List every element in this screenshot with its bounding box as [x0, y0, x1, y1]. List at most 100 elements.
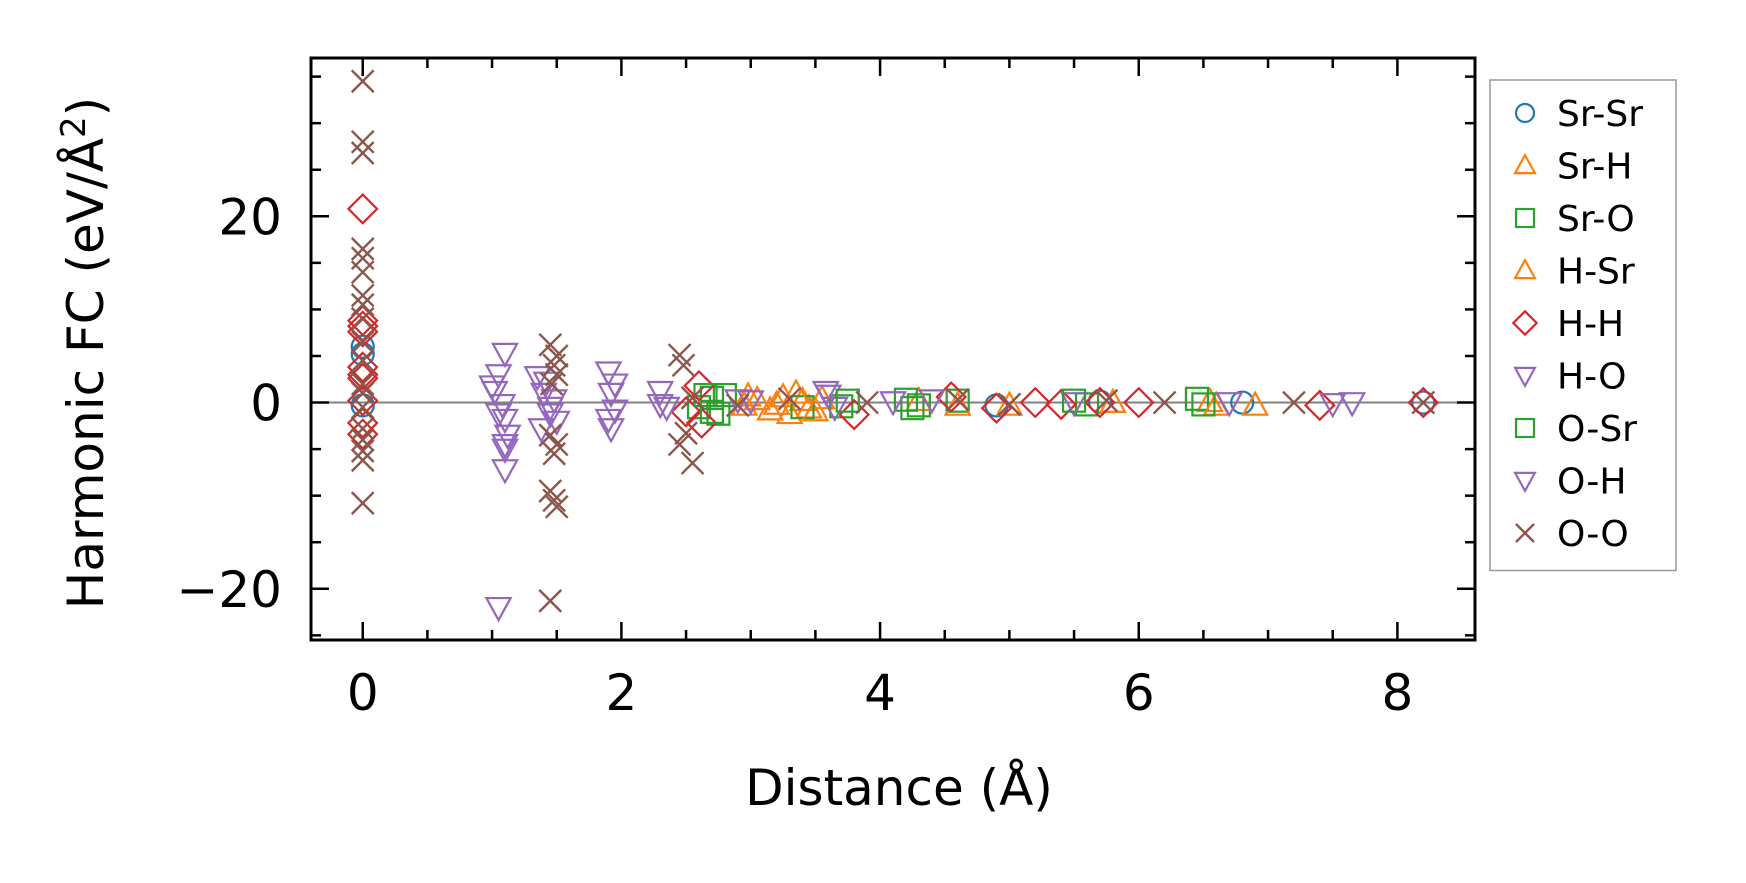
data-point	[350, 283, 375, 308]
data-point	[350, 448, 375, 473]
data-point	[538, 589, 563, 613]
data-points	[346, 69, 1440, 623]
data-point	[350, 69, 375, 94]
series-O-O	[350, 69, 1436, 613]
data-point	[820, 396, 849, 423]
data-point	[1241, 390, 1270, 416]
plot-frame	[309, 56, 1477, 642]
data-point	[491, 408, 519, 435]
data-point	[346, 418, 379, 451]
data-point	[600, 373, 629, 399]
plot-area	[309, 56, 1477, 642]
data-point	[350, 237, 375, 261]
data-point	[491, 459, 519, 485]
data-point	[597, 418, 626, 444]
data-point	[943, 390, 972, 416]
data-point	[350, 330, 375, 354]
data-point	[855, 390, 879, 415]
data-point	[1094, 388, 1119, 413]
data-point	[1215, 392, 1244, 418]
data-point	[346, 192, 379, 225]
data-point	[835, 388, 860, 413]
data-point	[893, 387, 919, 412]
data-point	[777, 386, 802, 411]
legend-label: Sr-H	[1557, 147, 1632, 188]
data-point	[1195, 386, 1224, 413]
data-point	[838, 398, 871, 431]
data-point	[671, 353, 696, 378]
data-point	[680, 386, 705, 410]
x-tick-label: 0	[347, 664, 379, 722]
data-point	[734, 381, 763, 407]
data-point	[594, 408, 623, 435]
legend-label: Sr-Sr	[1557, 94, 1643, 135]
data-point	[350, 395, 375, 420]
data-point	[775, 398, 804, 425]
data-point	[1407, 386, 1440, 419]
data-point	[536, 403, 565, 429]
data-point	[801, 395, 830, 422]
data-point	[350, 260, 375, 285]
data-point	[544, 432, 569, 457]
data-point	[542, 488, 566, 513]
data-point	[712, 382, 737, 408]
data-point	[350, 348, 375, 373]
data-point	[346, 384, 379, 417]
data-point	[594, 361, 623, 387]
data-point	[538, 332, 563, 357]
data-point	[1303, 389, 1336, 422]
data-point	[1045, 388, 1077, 421]
series-H-O	[480, 342, 1367, 623]
y-axis-label-close: )	[57, 97, 115, 117]
data-point	[1411, 390, 1436, 415]
data-point	[527, 418, 556, 444]
series-O-Sr	[693, 382, 1216, 424]
legend-marker	[1513, 152, 1537, 175]
data-point	[686, 395, 712, 420]
data-point	[1338, 392, 1367, 418]
legend-marker	[1513, 366, 1537, 389]
data-point	[600, 399, 629, 425]
data-point	[350, 427, 375, 452]
axis-ticks	[311, 58, 1475, 640]
legend-marker	[1513, 257, 1537, 280]
legend-label: Sr-O	[1557, 199, 1635, 240]
data-point	[945, 387, 970, 412]
data-point	[723, 389, 752, 415]
y-tick-label: 20	[218, 188, 282, 246]
data-point	[1191, 392, 1216, 417]
data-point	[539, 372, 564, 396]
legend-label: O-Sr	[1557, 409, 1637, 450]
series-O-H	[478, 371, 1244, 460]
data-point	[523, 366, 552, 392]
data-point	[997, 392, 1022, 417]
data-point	[790, 395, 815, 420]
x-tick-label: 2	[605, 664, 637, 722]
x-tick-label: 8	[1381, 664, 1413, 722]
data-point	[346, 351, 379, 384]
data-point	[350, 129, 375, 154]
legend-marker	[1514, 207, 1536, 229]
data-point	[782, 378, 810, 404]
data-point	[350, 306, 375, 331]
data-point	[756, 395, 785, 421]
data-point	[350, 491, 375, 515]
legend-label: H-Sr	[1557, 252, 1635, 293]
data-point	[736, 390, 765, 416]
data-point	[1230, 390, 1255, 415]
data-point	[646, 393, 675, 420]
data-point	[350, 372, 375, 396]
data-point	[995, 390, 1024, 416]
legend-marker	[1514, 102, 1536, 124]
data-point	[699, 399, 725, 424]
data-point	[350, 141, 375, 165]
legend-label: O-H	[1557, 462, 1626, 503]
data-point	[544, 344, 569, 368]
data-point	[350, 416, 375, 441]
data-point	[542, 441, 566, 466]
data-point	[685, 407, 718, 439]
data-point	[811, 380, 840, 407]
data-point	[1184, 386, 1210, 411]
legend-marker	[1515, 523, 1535, 543]
